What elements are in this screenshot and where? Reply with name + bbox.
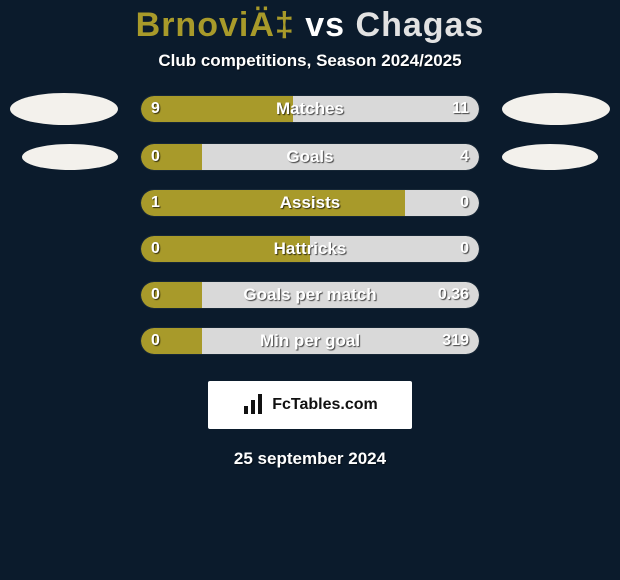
bar-fill-left — [141, 282, 202, 308]
subtitle: Club competitions, Season 2024/2025 — [158, 51, 461, 71]
stat-row: 0319Min per goal — [0, 327, 620, 355]
stat-row: 04Goals — [0, 143, 620, 171]
stat-bar: 00Hattricks — [140, 235, 480, 263]
stat-bar: 04Goals — [140, 143, 480, 171]
bar-fill-left — [141, 96, 293, 122]
bar-fill-right — [293, 96, 479, 122]
bar-fill-left — [141, 190, 405, 216]
bar-fill-right — [310, 236, 479, 262]
footer-brand-card: FcTables.com — [208, 381, 412, 429]
stat-bar: 00.36Goals per match — [140, 281, 480, 309]
comparison-infographic: BrnoviÄ‡ vs Chagas Club competitions, Se… — [0, 0, 620, 580]
stat-bar: 0319Min per goal — [140, 327, 480, 355]
bar-fill-left — [141, 236, 310, 262]
bar-fill-left — [141, 328, 202, 354]
bars-host: 911Matches 04Goals 10Assists 00Hattricks 00.… — [0, 93, 620, 373]
stat-row: 911Matches — [0, 93, 620, 125]
bar-fill-right — [202, 144, 479, 170]
stat-row: 10Assists — [0, 189, 620, 217]
right-ellipse — [502, 144, 598, 170]
left-ellipse — [10, 93, 118, 125]
date: 25 september 2024 — [234, 449, 386, 469]
stat-row: 00Hattricks — [0, 235, 620, 263]
bars-icon — [242, 394, 266, 416]
stat-bar: 10Assists — [140, 189, 480, 217]
left-ellipse — [22, 144, 118, 170]
right-ellipse — [502, 93, 610, 125]
bar-fill-right — [202, 328, 479, 354]
stat-bar: 911Matches — [140, 95, 480, 123]
footer-brand-text: FcTables.com — [272, 396, 378, 414]
bar-fill-left — [141, 144, 202, 170]
player1-name: BrnoviÄ‡ — [136, 6, 295, 44]
bar-fill-right — [405, 190, 479, 216]
stat-row: 00.36Goals per match — [0, 281, 620, 309]
title: BrnoviÄ‡ vs Chagas — [136, 6, 485, 45]
bar-fill-right — [202, 282, 479, 308]
player2-name: Chagas — [356, 6, 485, 44]
title-vs: vs — [305, 6, 345, 44]
